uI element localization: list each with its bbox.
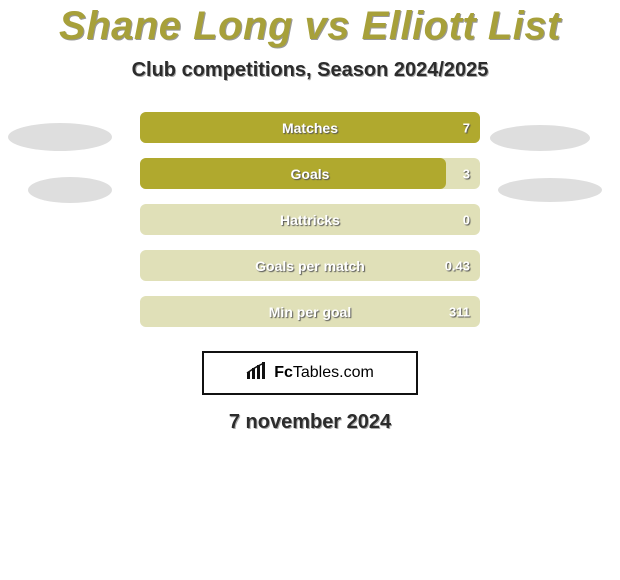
stat-value: 3 bbox=[463, 166, 470, 181]
stat-label: Goals bbox=[291, 166, 330, 182]
stat-label: Hattricks bbox=[280, 212, 340, 228]
stat-value: 0 bbox=[463, 212, 470, 227]
source-badge[interactable]: FcTables.com bbox=[202, 351, 418, 395]
stat-value: 311 bbox=[449, 304, 470, 319]
badge-text: FcTables.com bbox=[274, 364, 374, 382]
stat-row: Hattricks 0 bbox=[0, 204, 620, 235]
decorative-ellipse bbox=[28, 177, 112, 203]
page-title: Shane Long vs Elliott List bbox=[0, 4, 620, 49]
date-label: 7 november 2024 bbox=[0, 411, 620, 434]
player2-name: Elliott List bbox=[362, 4, 561, 48]
stat-bar: Goals per match 0.43 bbox=[140, 250, 480, 281]
stat-bar: Matches 7 bbox=[140, 112, 480, 143]
stat-label: Min per goal bbox=[269, 304, 351, 320]
stat-bar: Hattricks 0 bbox=[140, 204, 480, 235]
subtitle: Club competitions, Season 2024/2025 bbox=[0, 59, 620, 82]
chart-icon bbox=[246, 362, 268, 385]
stat-value: 7 bbox=[463, 120, 470, 135]
stat-label: Goals per match bbox=[255, 258, 365, 274]
stat-row: Min per goal 311 bbox=[0, 296, 620, 327]
player1-name: Shane Long bbox=[59, 4, 293, 48]
decorative-ellipse bbox=[8, 123, 112, 151]
stat-bar: Goals 3 bbox=[140, 158, 480, 189]
stat-bar: Min per goal 311 bbox=[140, 296, 480, 327]
comparison-card: Shane Long vs Elliott List Club competit… bbox=[0, 0, 620, 434]
decorative-ellipse bbox=[498, 178, 602, 202]
stat-label: Matches bbox=[282, 120, 338, 136]
vs-label: vs bbox=[305, 4, 351, 48]
decorative-ellipse bbox=[490, 125, 590, 151]
badge-text-bold: Fc bbox=[274, 364, 293, 381]
badge-text-rest: Tables.com bbox=[293, 364, 374, 381]
stat-value: 0.43 bbox=[445, 258, 470, 273]
stat-row: Goals per match 0.43 bbox=[0, 250, 620, 281]
